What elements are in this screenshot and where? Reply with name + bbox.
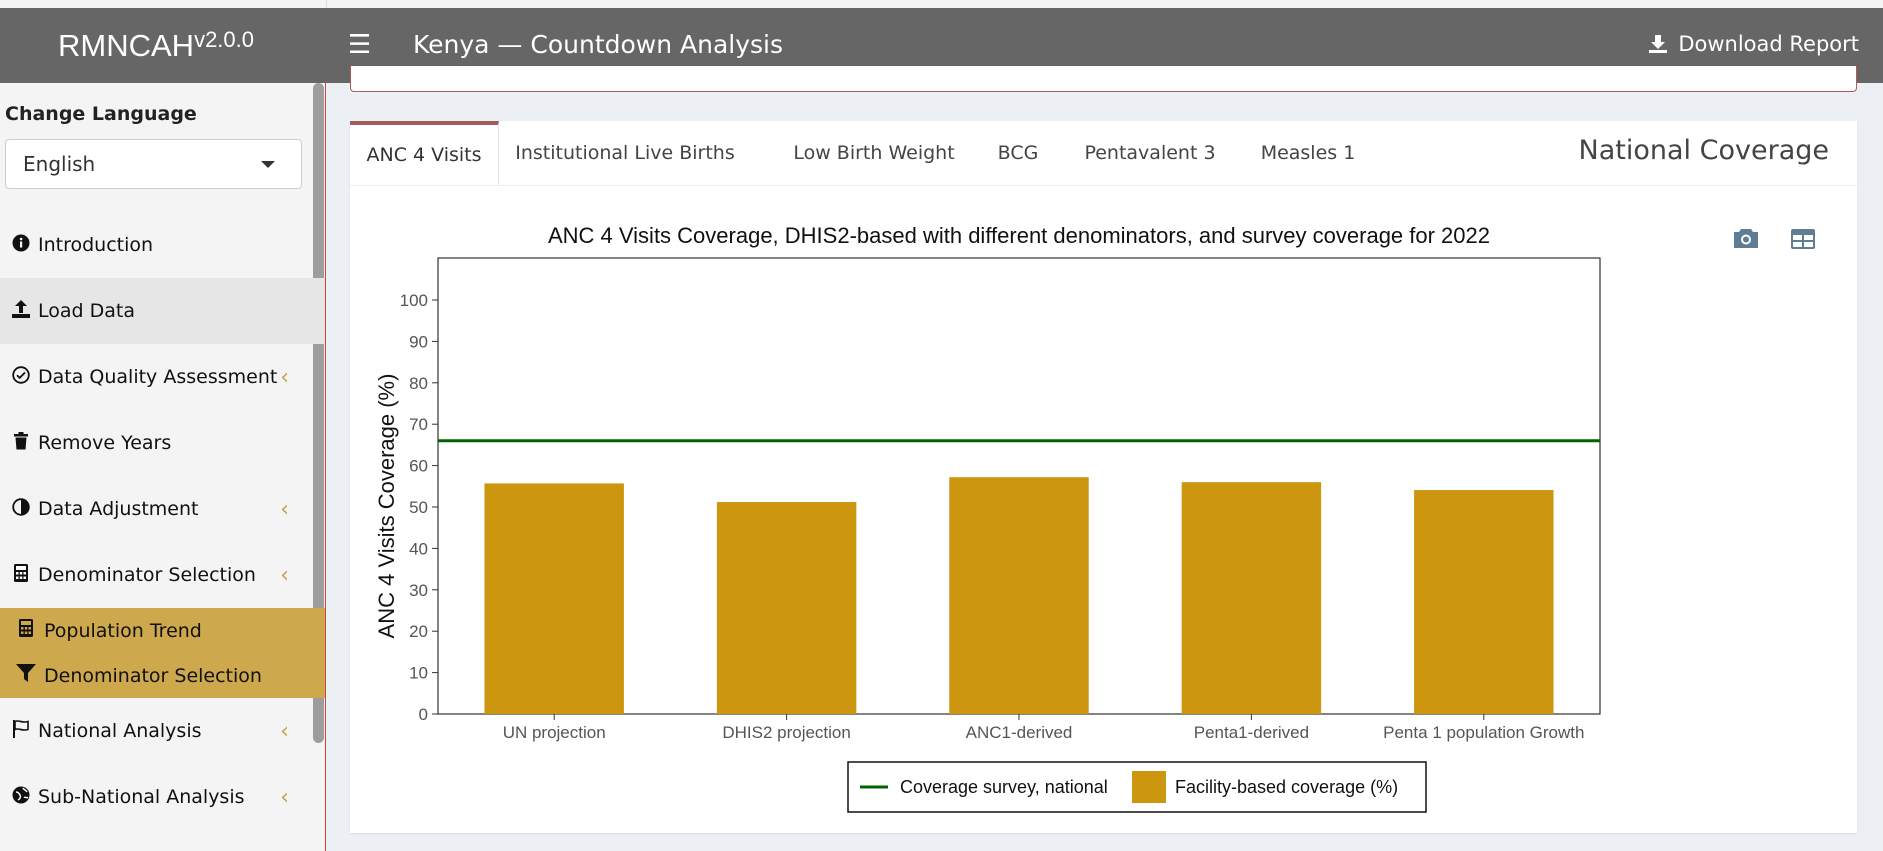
y-tick-label: 50 <box>409 498 428 517</box>
y-tick-label: 10 <box>409 664 428 683</box>
anc4-coverage-chart: ANC 4 Visits Coverage, DHIS2-based with … <box>374 223 1601 813</box>
sidebar <box>0 83 326 851</box>
submenu-item-label: Denominator Selection <box>44 664 262 687</box>
bar <box>716 502 857 714</box>
previous-box-bottom <box>350 66 1857 92</box>
tab-institutional-live-births[interactable]: Institutional Live Births <box>515 142 735 164</box>
sidebar-item-label: Load Data <box>38 300 135 322</box>
check-circle-icon <box>8 365 34 389</box>
y-tick-label: 20 <box>409 622 428 641</box>
sidebar-item-sub-national-analysis[interactable]: Sub-National Analysis ‹ <box>0 764 325 830</box>
flag-icon <box>8 719 34 743</box>
y-tick-label: 90 <box>409 332 428 351</box>
chevron-left-icon: ‹ <box>280 364 289 390</box>
tab-measles-1[interactable]: Measles 1 <box>1260 142 1356 164</box>
download-report-button[interactable]: Download Report <box>1648 32 1859 56</box>
coverage-tabs: ANC 4 Visits Institutional Live Births L… <box>350 121 1857 186</box>
sidebar-item-load-data[interactable]: Load Data <box>0 278 325 344</box>
sidebar-item-label: National Analysis <box>38 720 202 742</box>
sidebar-item-introduction[interactable]: Introduction <box>0 212 325 278</box>
y-axis-label: ANC 4 Visits Coverage (%) <box>374 374 399 639</box>
y-tick-label: 100 <box>400 291 428 310</box>
legend-label: Facility-based coverage (%) <box>1175 777 1398 797</box>
x-tick-label: Penta 1 population Growth <box>1383 723 1584 742</box>
sidebar-item-label: Remove Years <box>38 432 172 454</box>
submenu-item-label: Population Trend <box>44 619 202 642</box>
tab-anc4-visits[interactable]: ANC 4 Visits <box>350 121 499 185</box>
chevron-left-icon: ‹ <box>280 784 289 810</box>
download-icon <box>1649 35 1668 53</box>
sidebar-item-denominator-selection[interactable]: Denominator Selection ‹ <box>0 542 325 608</box>
denominator-submenu <box>0 608 325 698</box>
sidebar-item-remove-years[interactable]: Remove Years <box>0 410 325 476</box>
globe-icon <box>8 786 34 809</box>
sidebar-scrollbar[interactable] <box>313 83 324 743</box>
table-icon[interactable] <box>1790 228 1816 250</box>
info-circle-icon <box>8 234 34 257</box>
chevron-left-icon: ‹ <box>280 718 289 744</box>
sidebar-item-label: Introduction <box>38 234 154 256</box>
x-tick-label: DHIS2 projection <box>722 723 851 742</box>
language-select-value: English <box>23 152 96 176</box>
sidebar-item-label: Data Adjustment <box>38 498 199 520</box>
sidebar-item-label: Data Quality Assessment <box>38 366 278 388</box>
legend-bar-swatch <box>1132 771 1166 803</box>
upload-icon <box>8 299 34 324</box>
x-tick-label: ANC1-derived <box>966 723 1073 742</box>
filter-icon <box>12 664 40 687</box>
y-tick-label: 70 <box>409 415 428 434</box>
sidebar-item-data-quality-assessment[interactable]: Data Quality Assessment ‹ <box>0 344 325 410</box>
trash-icon <box>8 431 34 455</box>
tab-bcg[interactable]: BCG <box>997 142 1039 164</box>
brand-version: v2.0.0 <box>194 26 254 52</box>
calculator-icon <box>12 619 40 642</box>
bar <box>1181 482 1322 714</box>
app-brand[interactable]: RMNCAH v2.0.0 <box>0 8 312 83</box>
y-tick-label: 60 <box>409 457 428 476</box>
tab-low-birth-weight[interactable]: Low Birth Weight <box>793 142 955 164</box>
tabs-box-title: National Coverage <box>1578 135 1829 166</box>
change-language-label: Change Language <box>5 103 197 125</box>
x-tick-label: Penta1-derived <box>1194 723 1309 742</box>
page-title: Kenya — Countdown Analysis <box>413 30 784 59</box>
legend-label: Coverage survey, national <box>900 777 1108 797</box>
bar <box>949 477 1089 714</box>
browser-tab-strip <box>0 0 1883 8</box>
submenu-item-denominator-selection[interactable]: Denominator Selection <box>0 653 325 698</box>
y-tick-label: 40 <box>409 539 428 558</box>
sidebar-item-data-adjustment[interactable]: Data Adjustment ‹ <box>0 476 325 542</box>
brand-name: RMNCAH <box>58 27 195 63</box>
calculator-icon <box>8 563 34 587</box>
y-tick-label: 80 <box>409 374 428 393</box>
sidebar-item-national-analysis[interactable]: National Analysis ‹ <box>0 698 325 764</box>
sidebar-item-label: Denominator Selection <box>38 564 256 586</box>
bar <box>484 483 624 714</box>
submenu-item-population-trend[interactable]: Population Trend <box>0 608 325 653</box>
adjust-icon <box>8 497 34 521</box>
x-tick-label: UN projection <box>503 723 606 742</box>
chevron-left-icon: ‹ <box>280 562 289 588</box>
caret-down-icon <box>261 161 275 168</box>
y-tick-label: 30 <box>409 581 428 600</box>
y-tick-label: 0 <box>419 705 428 724</box>
download-report-label: Download Report <box>1678 32 1859 56</box>
menu-toggle-icon[interactable]: ☰ <box>348 30 372 60</box>
language-select[interactable]: English <box>5 139 302 189</box>
sidebar-item-label: Sub-National Analysis <box>38 786 245 808</box>
chart-title: ANC 4 Visits Coverage, DHIS2-based with … <box>548 223 1490 248</box>
camera-icon[interactable] <box>1733 227 1759 249</box>
tab-pentavalent-3[interactable]: Pentavalent 3 <box>1084 142 1216 164</box>
chevron-left-icon: ‹ <box>280 496 289 522</box>
bar <box>1414 490 1554 714</box>
